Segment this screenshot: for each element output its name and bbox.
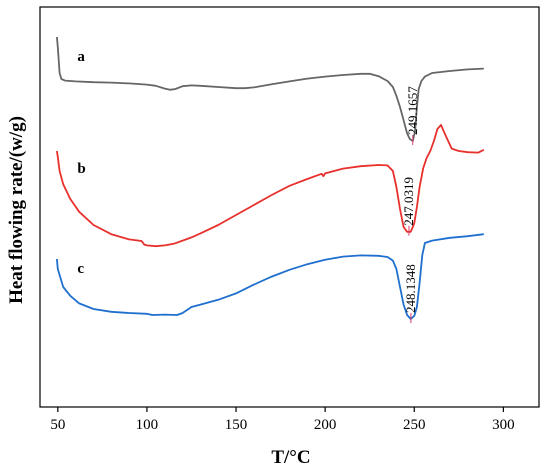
series-b: b 247.0319 <box>56 124 485 248</box>
series-tag-c: c <box>77 261 84 277</box>
x-tick-label: 50 <box>50 417 65 433</box>
series-line-b <box>56 124 485 248</box>
axes: 50 100 150 200 250 300 <box>39 6 540 433</box>
y-axis-label: Heat flowing rate/(w/g) <box>6 116 27 304</box>
series-c: c 248.1348 <box>56 233 484 323</box>
x-tick-label: 200 <box>314 417 337 433</box>
series-a: a 249.1657 <box>56 36 484 145</box>
series-tag-b: b <box>77 161 85 177</box>
x-tick-label: 300 <box>492 417 515 433</box>
peak-label-c: 248.1348 <box>403 264 418 313</box>
plot-frame <box>39 6 540 408</box>
peak-label-b: 247.0319 <box>401 177 416 226</box>
x-tick-label: 250 <box>403 417 426 433</box>
series-line-c <box>56 233 484 320</box>
x-tick-label: 150 <box>225 417 248 433</box>
series-line-a <box>56 36 484 142</box>
x-axis-label: T/°C <box>271 447 310 468</box>
series-layer: a 249.1657 b 247.0319 c 248.1348 <box>56 36 485 323</box>
peak-label-a: 249.1657 <box>405 86 420 135</box>
x-tick-label: 100 <box>136 417 159 433</box>
series-tag-a: a <box>77 49 85 65</box>
